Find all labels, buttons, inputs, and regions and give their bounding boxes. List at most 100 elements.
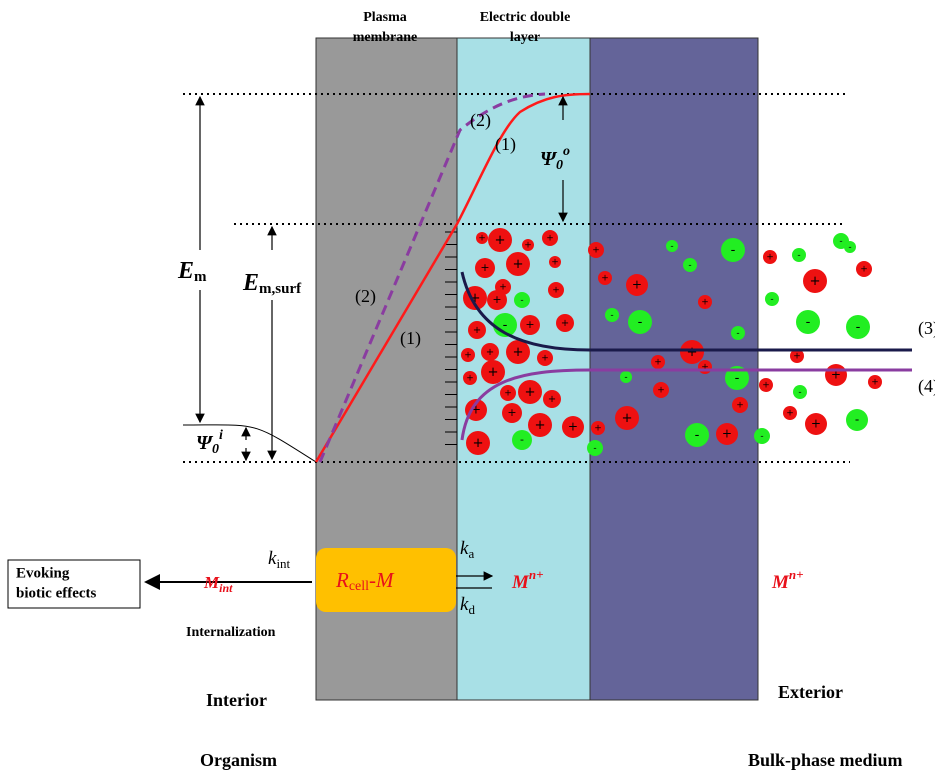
cation (488, 228, 512, 252)
cation (466, 431, 490, 455)
curve-label: (3) (918, 318, 935, 339)
ion-sign: + (473, 325, 481, 336)
psi-o: Ψ0o (540, 144, 570, 173)
ion-sign: + (793, 352, 801, 362)
zone-label: Bulk-phase medium (748, 750, 903, 770)
ion-sign: + (701, 298, 709, 308)
ion-sign: + (486, 347, 494, 358)
ion-sign: + (541, 354, 549, 364)
ion-sign: + (762, 381, 770, 391)
cation (651, 355, 665, 369)
ion-sign: + (809, 274, 820, 289)
cation (465, 399, 487, 421)
anion (793, 385, 807, 399)
ion-sign: + (736, 401, 744, 411)
ion-sign: + (480, 261, 489, 274)
region-label: Plasma (363, 10, 407, 25)
ion-sign: + (525, 318, 534, 331)
ion-sign: + (478, 234, 486, 244)
cation (591, 421, 605, 435)
cation (522, 239, 534, 251)
cation (856, 261, 872, 277)
curve-label: (4) (918, 376, 935, 397)
cation (518, 380, 542, 404)
anion (765, 292, 779, 306)
ion-sign: - (610, 311, 613, 321)
cation (598, 271, 612, 285)
curve-label: (1) (400, 328, 421, 349)
ion-sign: + (507, 406, 516, 419)
ion-sign: + (524, 241, 532, 251)
k-int: kint (268, 548, 291, 571)
cation (868, 375, 882, 389)
anion (721, 238, 745, 262)
ion-sign: + (632, 278, 642, 292)
cation (468, 321, 486, 339)
cation (481, 343, 499, 361)
anion (796, 310, 820, 334)
ion-sign: + (568, 420, 578, 434)
cation (461, 348, 475, 362)
cation (759, 378, 773, 392)
cation (562, 416, 584, 438)
ion-sign: + (766, 253, 774, 263)
zone-label: Organism (200, 750, 277, 770)
ion-sign: + (494, 233, 505, 248)
cation (615, 406, 639, 430)
ion-sign: - (731, 243, 736, 258)
ion-sign: + (871, 378, 879, 388)
ion-sign: + (592, 246, 600, 256)
anion (725, 366, 749, 390)
m-int: Mint (203, 573, 233, 595)
anion (731, 326, 745, 340)
ion-sign: - (695, 428, 700, 443)
ion-sign: - (593, 444, 596, 454)
anion (846, 409, 868, 431)
anion (512, 430, 532, 450)
cation (790, 349, 804, 363)
interior-curve (182, 424, 317, 463)
ion-sign: + (657, 386, 665, 396)
cation (475, 258, 495, 278)
anion (792, 248, 806, 262)
levels (183, 93, 850, 463)
curve-2 (318, 92, 546, 463)
zone-label: Exterior (778, 682, 843, 702)
ion-sign: + (548, 394, 556, 405)
ion-sign: + (551, 258, 559, 268)
cation (783, 406, 797, 420)
anion (620, 371, 632, 383)
ion-sign: - (848, 243, 851, 253)
ion-sign: + (601, 274, 609, 284)
cation (805, 413, 827, 435)
anion (587, 440, 603, 456)
em: Em (177, 258, 207, 286)
ions: ++ +++++++ + -+- + +++ + + ++ ++++ ++ ++ -+-+++ +--+-… (461, 228, 882, 456)
anion (514, 292, 530, 308)
cation (487, 290, 507, 310)
anion (605, 308, 619, 322)
effects-label: Evoking (16, 565, 70, 581)
curve-label: (2) (355, 286, 376, 307)
cation (463, 371, 477, 385)
cation (803, 269, 827, 293)
k-a: ka (460, 538, 474, 561)
cation (537, 350, 553, 366)
ion-sign: - (520, 296, 523, 306)
ion-sign: + (492, 293, 501, 306)
curve-3 (460, 271, 912, 352)
effects-box (7, 559, 141, 609)
ion-sign: + (686, 345, 697, 360)
ion-sign: - (688, 261, 691, 271)
region-label: Electric double (480, 10, 571, 25)
ion-sign: - (520, 433, 524, 446)
ion-sign: - (839, 237, 842, 247)
ion-sign: + (471, 403, 481, 417)
psi-i: Ψ0i (196, 428, 223, 457)
cation (732, 397, 748, 413)
anion (846, 315, 870, 339)
ion-sign: + (469, 291, 480, 306)
cation (698, 295, 712, 309)
cation (520, 315, 540, 335)
